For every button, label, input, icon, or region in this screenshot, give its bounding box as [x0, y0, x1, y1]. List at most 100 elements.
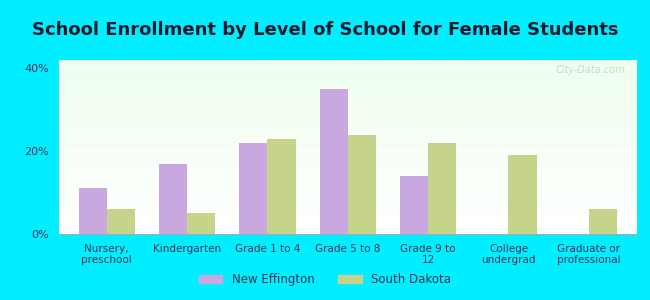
- Bar: [58, 77, 637, 79]
- Bar: [58, 91, 637, 93]
- Bar: [58, 203, 637, 204]
- Bar: [58, 180, 637, 182]
- Bar: [79, 188, 107, 234]
- Bar: [58, 229, 637, 230]
- Bar: [58, 178, 637, 180]
- Bar: [58, 82, 637, 84]
- Bar: [58, 145, 637, 147]
- Bar: [58, 140, 637, 142]
- Bar: [58, 218, 637, 220]
- Bar: [58, 121, 637, 123]
- Bar: [58, 133, 637, 135]
- Bar: [58, 196, 637, 197]
- Legend: New Effington, South Dakota: New Effington, South Dakota: [194, 269, 456, 291]
- Bar: [58, 177, 637, 178]
- Bar: [58, 107, 637, 109]
- Bar: [267, 139, 296, 234]
- Bar: [58, 103, 637, 105]
- Bar: [508, 155, 536, 234]
- Bar: [58, 95, 637, 97]
- Bar: [58, 65, 637, 67]
- Bar: [58, 201, 637, 203]
- Bar: [400, 176, 428, 234]
- Bar: [58, 123, 637, 124]
- Bar: [58, 182, 637, 184]
- Bar: [58, 102, 637, 103]
- Bar: [58, 79, 637, 81]
- Bar: [58, 72, 637, 74]
- Bar: [58, 166, 637, 168]
- Bar: [58, 110, 637, 112]
- Bar: [58, 60, 637, 62]
- Bar: [58, 81, 637, 82]
- Bar: [58, 190, 637, 192]
- Bar: [58, 199, 637, 201]
- Bar: [58, 135, 637, 137]
- Bar: [58, 90, 637, 91]
- Bar: [58, 76, 637, 77]
- Bar: [58, 147, 637, 149]
- Bar: [58, 232, 637, 234]
- Bar: [58, 105, 637, 107]
- Bar: [58, 116, 637, 117]
- Bar: [58, 215, 637, 217]
- Bar: [239, 143, 267, 234]
- Bar: [58, 158, 637, 159]
- Bar: [58, 138, 637, 140]
- Bar: [58, 217, 637, 218]
- Bar: [58, 163, 637, 164]
- Bar: [58, 128, 637, 130]
- Text: City-Data.com: City-Data.com: [556, 65, 625, 75]
- Bar: [58, 136, 637, 138]
- Bar: [58, 171, 637, 173]
- Bar: [428, 143, 456, 234]
- Bar: [58, 143, 637, 145]
- Bar: [58, 131, 637, 133]
- Bar: [58, 93, 637, 95]
- Bar: [58, 173, 637, 175]
- Bar: [58, 119, 637, 121]
- Bar: [58, 151, 637, 152]
- Bar: [58, 225, 637, 227]
- Bar: [58, 142, 637, 143]
- Bar: [320, 89, 348, 234]
- Bar: [58, 97, 637, 98]
- Bar: [58, 208, 637, 210]
- Bar: [58, 192, 637, 194]
- Bar: [58, 62, 637, 64]
- Bar: [58, 213, 637, 215]
- Bar: [159, 164, 187, 234]
- Bar: [58, 204, 637, 206]
- Bar: [58, 149, 637, 151]
- Bar: [58, 159, 637, 161]
- Bar: [348, 135, 376, 234]
- Bar: [58, 109, 637, 110]
- Bar: [58, 112, 637, 114]
- Bar: [58, 169, 637, 171]
- Bar: [58, 194, 637, 196]
- Bar: [58, 124, 637, 126]
- Bar: [58, 222, 637, 224]
- Bar: [107, 209, 135, 234]
- Bar: [58, 64, 637, 65]
- Bar: [58, 70, 637, 72]
- Bar: [58, 185, 637, 187]
- Bar: [58, 168, 637, 170]
- Bar: [58, 98, 637, 100]
- Bar: [58, 114, 637, 116]
- Bar: [58, 164, 637, 166]
- Bar: [58, 84, 637, 86]
- Bar: [58, 184, 637, 185]
- Bar: [58, 69, 637, 70]
- Bar: [58, 126, 637, 128]
- Bar: [58, 187, 637, 189]
- Bar: [58, 220, 637, 222]
- Bar: [58, 230, 637, 232]
- Bar: [58, 227, 637, 229]
- Bar: [58, 189, 637, 190]
- Bar: [58, 212, 637, 213]
- Bar: [58, 210, 637, 212]
- Bar: [58, 152, 637, 154]
- Bar: [58, 156, 637, 158]
- Text: School Enrollment by Level of School for Female Students: School Enrollment by Level of School for…: [32, 21, 618, 39]
